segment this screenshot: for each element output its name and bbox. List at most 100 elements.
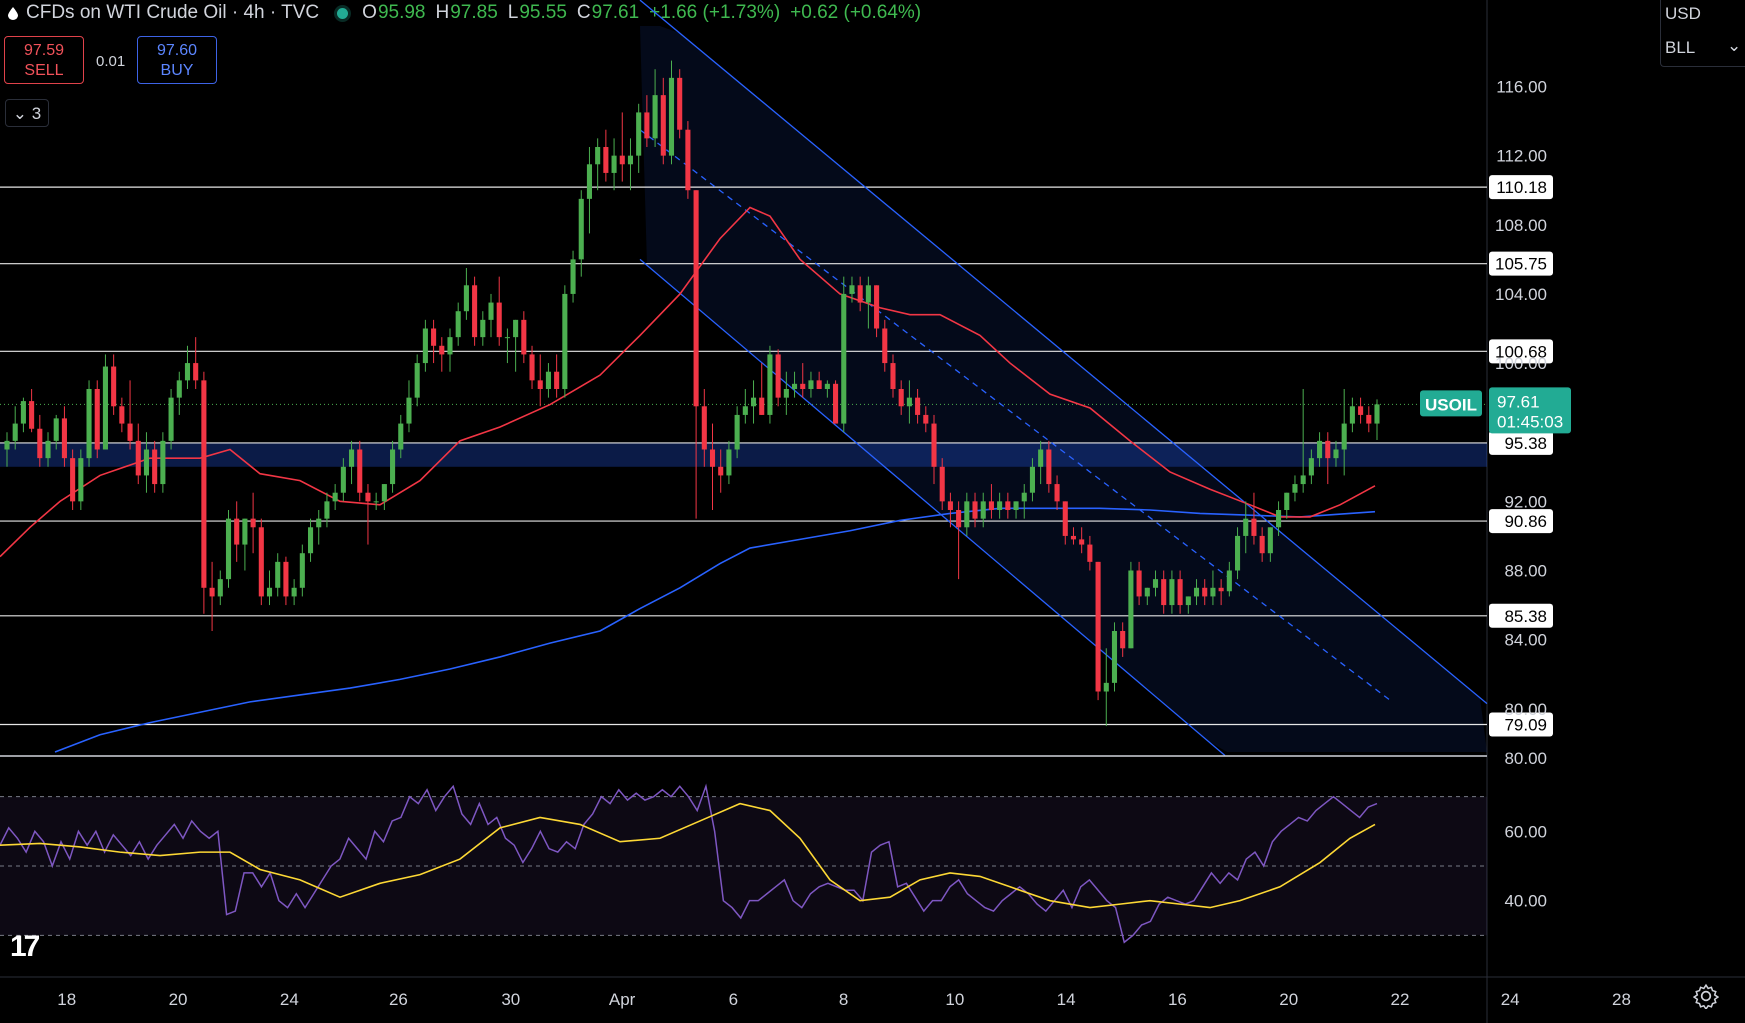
candle-body (332, 492, 338, 502)
candle-body (1243, 518, 1249, 536)
symbol-title[interactable]: CFDs on WTI Crude Oil · 4h · TVC (26, 2, 320, 23)
candle-body (1169, 579, 1175, 606)
candle-body (242, 518, 248, 545)
sell-price: 97.59 (23, 42, 65, 59)
level-label: 85.38 (1504, 607, 1547, 626)
candle-body (923, 414, 929, 424)
candle-body (734, 414, 740, 450)
time-tick: 8 (839, 990, 848, 1009)
candle-body (504, 337, 510, 339)
candle-body (1120, 631, 1126, 649)
candle-body (693, 190, 699, 407)
close-label: C (576, 2, 591, 23)
candle-body (234, 518, 240, 545)
candle-body (70, 458, 76, 502)
candle-body (775, 354, 781, 398)
gear-icon[interactable] (1693, 983, 1719, 1009)
level-label-bg (1489, 712, 1553, 737)
candle-body (283, 561, 289, 597)
candle-body (1103, 682, 1109, 692)
candle-body (521, 319, 527, 355)
open-value: 95.98 (377, 2, 426, 23)
candle-body (143, 449, 150, 476)
candle-body (537, 380, 543, 389)
candle-body (644, 112, 650, 139)
candle-body (792, 383, 798, 389)
candle-body (1046, 449, 1052, 485)
candle-body (513, 319, 519, 338)
candle-body (86, 389, 92, 459)
candle-body (45, 440, 51, 459)
candle-body (1292, 484, 1298, 493)
candle-body (931, 423, 937, 467)
time-tick: 14 (1057, 990, 1076, 1009)
candle-body (349, 449, 355, 467)
candle-body (29, 401, 35, 429)
indicators-toggle-button[interactable]: ⌄ 3 (5, 99, 49, 127)
candle-body (1038, 449, 1044, 467)
candle-body (217, 579, 223, 597)
candle-body (718, 466, 724, 476)
candle-body (119, 406, 125, 424)
level-label: 79.09 (1504, 716, 1547, 735)
candle-body (652, 95, 658, 139)
rsi-line (0, 783, 1378, 944)
candle-body (431, 328, 437, 346)
candle-body (1226, 570, 1232, 592)
candle-body (595, 147, 601, 165)
candle-body (956, 510, 962, 528)
channel-upper-line (639, 0, 1488, 705)
candle-body (1095, 561, 1101, 692)
indicators-count: 3 (31, 104, 42, 123)
time-tick: 28 (1612, 990, 1631, 1009)
candle-body (1202, 587, 1208, 597)
channel-fill (640, 26, 1487, 752)
time-tick: 20 (1279, 990, 1298, 1009)
price-tick: 116.00 (1496, 78, 1547, 97)
candle-body (1161, 579, 1167, 606)
candle-body (1079, 539, 1085, 545)
candle-body (627, 155, 634, 165)
candle-body (964, 501, 970, 528)
change-value: +1.66 (+1.73%) (649, 2, 781, 23)
candle-body (53, 418, 59, 441)
level-label: 110.18 (1496, 178, 1547, 197)
candle-body (307, 527, 314, 554)
candle-body (1054, 484, 1060, 502)
time-tick: Apr (609, 990, 636, 1009)
candle-body (1185, 596, 1191, 606)
candle-body (496, 302, 502, 338)
currency-unit-menu[interactable]: USD BLL ⌄ (1660, 0, 1745, 67)
open-label: O (362, 2, 377, 23)
candle-body (1005, 501, 1011, 510)
candle-body (783, 389, 789, 398)
candle-body (414, 363, 420, 398)
high-label: H (435, 2, 450, 23)
price-tick: 100.00 (1495, 354, 1547, 373)
time-tick: 26 (389, 990, 408, 1009)
chart-header: CFDs on WTI Crude Oil · 4h · TVC O 95.98 … (0, 0, 931, 26)
candle-body (586, 164, 592, 199)
candle-body (94, 389, 100, 450)
channel-mid-line (639, 129, 1391, 701)
candle-body (800, 383, 806, 389)
candle-body (266, 587, 273, 597)
candle-body (4, 440, 10, 450)
candle-body (1013, 501, 1019, 510)
candle-body (373, 501, 379, 503)
candle-body (939, 466, 945, 502)
sell-button[interactable]: 97.59 SELL (4, 36, 84, 84)
oil-drop-icon (8, 6, 18, 20)
candle-body (611, 155, 617, 173)
candle-body (1144, 587, 1150, 597)
buy-button[interactable]: 97.60 BUY (137, 36, 217, 84)
candle-body (906, 397, 912, 407)
time-tick: 10 (945, 990, 964, 1009)
candle-body (1284, 492, 1290, 510)
chevron-down-icon: ⌄ (12, 104, 28, 123)
level-label-bg (1489, 603, 1553, 628)
price-tick: 80.00 (1504, 700, 1547, 719)
candle-body (554, 371, 560, 389)
sell-label: SELL (24, 62, 64, 79)
